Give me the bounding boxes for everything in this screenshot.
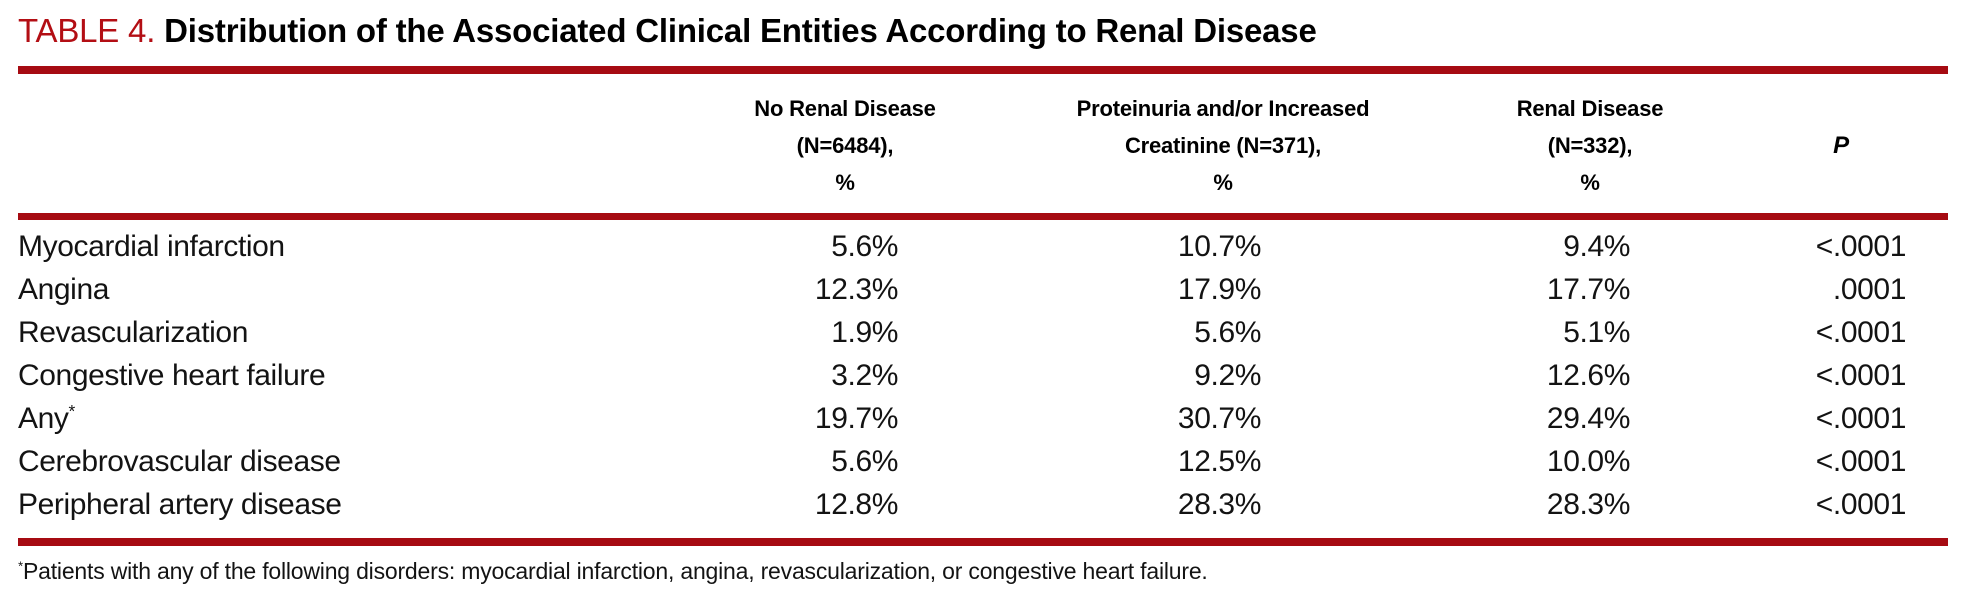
- p-value-cell: <.0001: [1815, 316, 1907, 349]
- table-row: Congestive heart failure 3.2% 9.2% 12.6% <.0…: [18, 354, 1948, 397]
- table-row: Any* 19.7% 30.7% 29.4% <.0001: [18, 397, 1948, 440]
- value-renal-disease: 29.4%: [1546, 402, 1630, 435]
- entity-cell: Revascularization: [18, 311, 690, 354]
- header-proteinuria-line1: Proteinuria and/or Increased: [1076, 96, 1370, 121]
- header-p-value: P: [1734, 70, 1948, 220]
- value-renal-disease: 5.1%: [1563, 316, 1630, 349]
- footnote-asterisk: *: [18, 558, 23, 574]
- table-body: Myocardial infarction 5.6% 10.7% 9.4% <.0001…: [18, 217, 1948, 543]
- entity-label: Myocardial infarction: [18, 230, 285, 263]
- table-number-label: TABLE 4.: [18, 12, 156, 49]
- value-proteinuria-creatinine: 9.2%: [1194, 359, 1261, 392]
- value-no-renal-disease: 12.3%: [814, 273, 898, 306]
- value-proteinuria-creatinine: 5.6%: [1194, 316, 1261, 349]
- entity-cell: Angina: [18, 268, 690, 311]
- value-no-renal-disease: 5.6%: [831, 445, 898, 478]
- header-no-renal-line1: No Renal Disease: [754, 96, 936, 121]
- header-renal-line1: Renal Disease: [1516, 96, 1664, 121]
- value-no-renal-disease: 3.2%: [831, 359, 898, 392]
- header-no-renal-line2: (N=6484),: [796, 133, 894, 158]
- p-value-cell: <.0001: [1815, 402, 1907, 435]
- entity-cell: Myocardial infarction: [18, 217, 690, 269]
- table-title: TABLE 4. Distribution of the Associated …: [18, 8, 1948, 54]
- header-row: No Renal Disease (N=6484), % Proteinuria…: [18, 70, 1948, 220]
- table-row: Myocardial infarction 5.6% 10.7% 9.4% <.0001: [18, 217, 1948, 269]
- table-row: Peripheral artery disease 12.8% 28.3% 28.3%…: [18, 483, 1948, 542]
- table-row: Cerebrovascular disease 5.6% 12.5% 10.0% <.0…: [18, 440, 1948, 483]
- header-renal-disease: Renal Disease (N=332), %: [1446, 70, 1734, 220]
- value-renal-disease: 28.3%: [1546, 488, 1630, 521]
- header-renal-line2: (N=332),: [1547, 133, 1633, 158]
- entity-label: Cerebrovascular disease: [18, 445, 341, 478]
- header-proteinuria-line3: %: [1213, 170, 1233, 195]
- value-proteinuria-creatinine: 12.5%: [1177, 445, 1261, 478]
- header-renal-line3: %: [1580, 170, 1600, 195]
- entity-cell: Cerebrovascular disease: [18, 440, 690, 483]
- entity-label: Any: [18, 402, 69, 435]
- header-no-renal-disease: No Renal Disease (N=6484), %: [690, 70, 1000, 220]
- entity-footnote-marker: *: [68, 401, 76, 421]
- value-no-renal-disease: 19.7%: [814, 402, 898, 435]
- entity-cell: Any*: [18, 397, 690, 440]
- value-proteinuria-creatinine: 10.7%: [1177, 230, 1261, 263]
- value-no-renal-disease: 5.6%: [831, 230, 898, 263]
- p-value-cell: <.0001: [1815, 445, 1907, 478]
- value-no-renal-disease: 12.8%: [814, 488, 898, 521]
- p-value-cell: .0001: [1832, 273, 1906, 306]
- clinical-entities-table: No Renal Disease (N=6484), % Proteinuria…: [18, 66, 1948, 546]
- entity-cell: Congestive heart failure: [18, 354, 690, 397]
- header-proteinuria-creatinine: Proteinuria and/or Increased Creatinine …: [1000, 70, 1446, 220]
- entity-label: Angina: [18, 273, 110, 306]
- header-no-renal-line3: %: [835, 170, 855, 195]
- table-title-text: Distribution of the Associated Clinical …: [164, 12, 1317, 49]
- entity-label: Peripheral artery disease: [18, 488, 342, 521]
- value-renal-disease: 12.6%: [1546, 359, 1630, 392]
- p-value-cell: <.0001: [1815, 488, 1907, 521]
- value-renal-disease: 9.4%: [1563, 230, 1630, 263]
- entity-label: Congestive heart failure: [18, 359, 326, 392]
- table-row: Angina 12.3% 17.9% 17.7% .0001: [18, 268, 1948, 311]
- header-entity-column: [18, 70, 690, 220]
- value-renal-disease: 17.7%: [1546, 273, 1630, 306]
- table-header: No Renal Disease (N=6484), % Proteinuria…: [18, 70, 1948, 220]
- value-proteinuria-creatinine: 28.3%: [1177, 488, 1261, 521]
- entity-label: Revascularization: [18, 316, 248, 349]
- value-no-renal-disease: 1.9%: [831, 316, 898, 349]
- table-row: Revascularization 1.9% 5.6% 5.1% <.0001: [18, 311, 1948, 354]
- p-value-cell: <.0001: [1815, 230, 1907, 263]
- header-proteinuria-line2: Creatinine (N=371),: [1124, 133, 1322, 158]
- table-footnote: *Patients with any of the following diso…: [18, 556, 1948, 586]
- p-value-cell: <.0001: [1815, 359, 1907, 392]
- value-proteinuria-creatinine: 30.7%: [1177, 402, 1261, 435]
- value-renal-disease: 10.0%: [1546, 445, 1630, 478]
- footnote-text: Patients with any of the following disor…: [23, 558, 1208, 584]
- entity-cell: Peripheral artery disease: [18, 483, 690, 542]
- value-proteinuria-creatinine: 17.9%: [1177, 273, 1261, 306]
